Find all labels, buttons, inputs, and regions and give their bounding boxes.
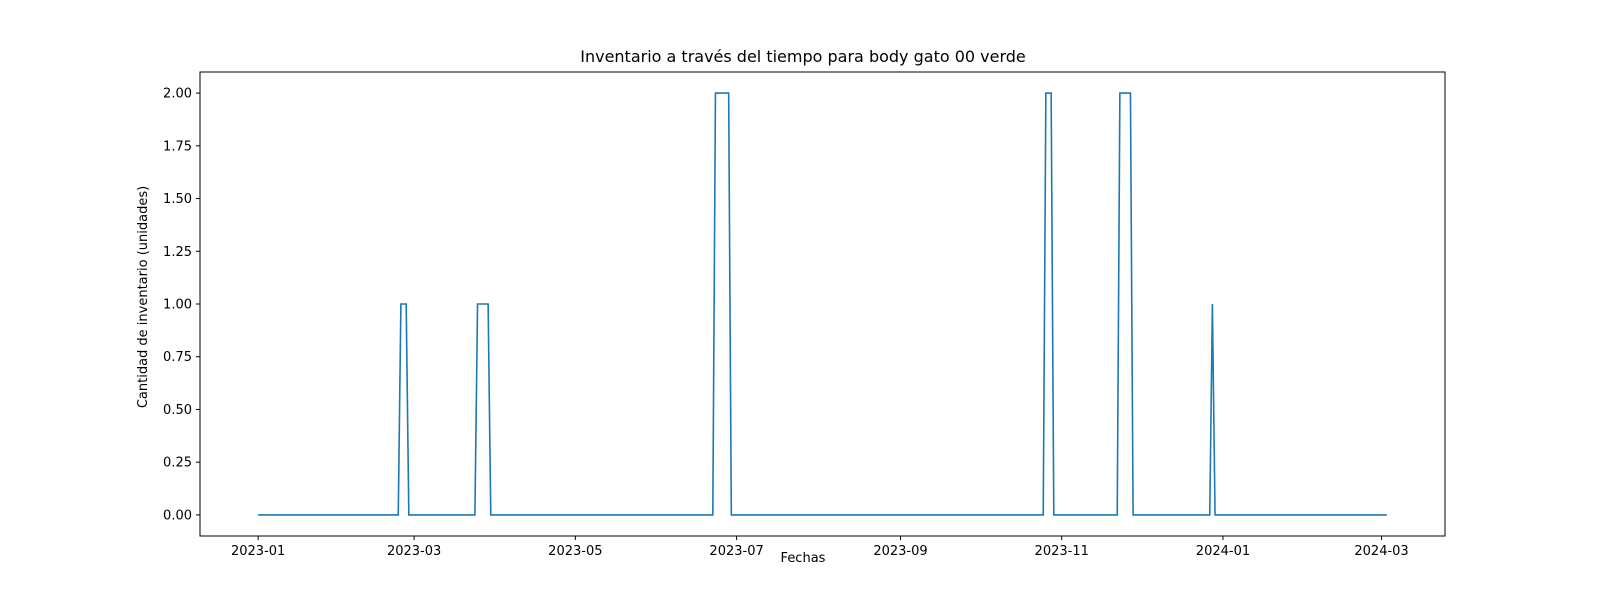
y-tick-label: 0.25 [163,456,192,471]
plot-area: 0.00 0.25 0.50 0.75 1.00 1.25 1.50 1.75 2.00 2023… [163,71,1446,559]
x-tick-label: 2023-09 [873,544,927,559]
y-tick-label: 1.75 [163,139,192,154]
y-tick-label: 1.50 [163,192,192,207]
y-axis-label: Cantidad de inventario (unidades) [136,186,151,408]
y-tick-label: 2.00 [163,87,192,102]
chart-title: Inventario a través del tiempo para body… [580,47,1026,66]
x-axis-label: Fechas [781,551,826,566]
x-tick-label: 2024-01 [1196,544,1250,559]
x-tick-label: 2023-01 [231,544,285,559]
y-tick-label: 1.00 [163,298,192,313]
x-tick-label: 2023-11 [1035,544,1089,559]
y-tick-label: 0.75 [163,350,192,365]
y-tick-label: 0.00 [163,508,192,523]
y-tick-label: 0.50 [163,403,192,418]
series-line-0 [258,92,1387,516]
x-tick-label: 2023-03 [387,544,441,559]
x-tick-label: 2023-05 [548,544,602,559]
x-tick-label: 2024-03 [1354,544,1408,559]
x-tick-label: 2023-07 [709,544,763,559]
y-tick-label: 1.25 [163,245,192,260]
